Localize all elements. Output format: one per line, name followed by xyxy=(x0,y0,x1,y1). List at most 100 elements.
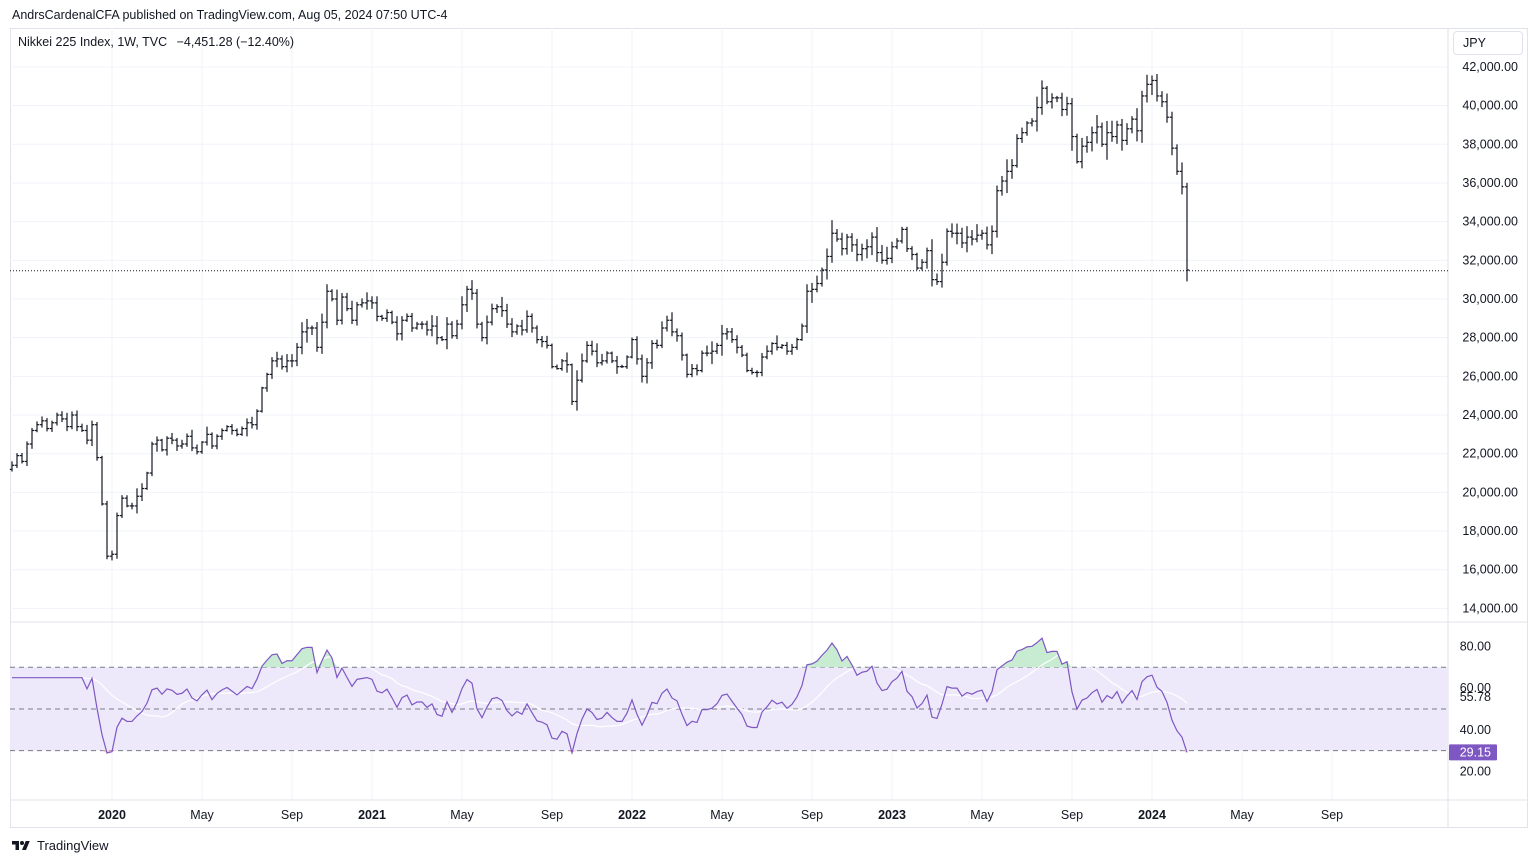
ohlc-bar xyxy=(674,328,680,342)
price-tick-label: 42,000.00 xyxy=(1462,60,1518,74)
ohlc-bar xyxy=(834,229,840,242)
ohlc-bar xyxy=(814,275,820,293)
ohlc-bar xyxy=(79,423,85,432)
ohlc-bar xyxy=(59,411,65,423)
ohlc-bar xyxy=(219,428,225,440)
chart-frame xyxy=(10,28,1528,828)
ohlc-bar xyxy=(1069,98,1075,151)
ohlc-bar xyxy=(89,420,95,447)
ohlc-bar xyxy=(114,512,120,559)
rsi-overbought-fill xyxy=(1052,651,1057,668)
ohlc-bar xyxy=(1154,73,1160,102)
ohlc-bar xyxy=(929,239,935,287)
ohlc-bar xyxy=(1169,111,1175,156)
ohlc-bar xyxy=(954,223,960,245)
tradingview-brand[interactable]: TradingView xyxy=(10,838,109,853)
ohlc-bar xyxy=(969,229,975,246)
ohlc-bar xyxy=(1014,134,1020,168)
ohlc-bar xyxy=(1024,121,1030,136)
price-tick-label: 22,000.00 xyxy=(1462,447,1518,461)
ohlc-bar xyxy=(504,303,510,329)
price-tick-label: 28,000.00 xyxy=(1462,331,1518,345)
ohlc-bar xyxy=(234,428,240,437)
ohlc-bar xyxy=(624,355,630,369)
ohlc-bar xyxy=(984,226,990,250)
time-tick-label: May xyxy=(710,808,734,822)
ohlc-bar xyxy=(699,350,705,373)
ohlc-bar xyxy=(1054,95,1060,103)
ohlc-bar xyxy=(564,352,570,373)
ohlc-bar xyxy=(734,335,740,354)
rsi-band-layer xyxy=(10,666,1448,752)
ohlc-bar xyxy=(654,339,660,349)
rsi-overbought-fill xyxy=(287,660,292,668)
rsi-overbought-fill xyxy=(812,661,817,668)
ohlc-bar xyxy=(949,223,955,238)
tradingview-logo-icon xyxy=(12,840,30,850)
ohlc-bar xyxy=(1059,92,1065,117)
ohlc-bar xyxy=(209,432,215,449)
ohlc-bar xyxy=(384,309,390,322)
ohlc-bar xyxy=(1159,91,1165,108)
time-tick-label: Sep xyxy=(1061,808,1083,822)
ohlc-bar xyxy=(474,288,480,329)
ohlc-bar xyxy=(389,310,395,325)
currency-button[interactable]: JPY xyxy=(1453,31,1523,55)
ohlc-bar xyxy=(144,471,150,490)
rsi-overbought-fill xyxy=(1022,646,1027,668)
ohlc-bar xyxy=(419,321,425,330)
ohlc-bar xyxy=(1124,123,1130,145)
ohlc-bar xyxy=(749,367,755,375)
rsi-overbought-fill xyxy=(1017,649,1022,668)
ohlc-bar xyxy=(129,502,135,510)
ohlc-bar xyxy=(349,300,355,325)
rsi-oversold-fill xyxy=(102,750,107,754)
ohlc-bar xyxy=(1174,144,1180,175)
rsi-value-badge xyxy=(1449,744,1497,761)
ohlc-bar xyxy=(574,370,580,411)
ohlc-bar xyxy=(1084,136,1090,153)
ohlc-bar xyxy=(819,267,825,287)
ohlc-bar xyxy=(619,364,625,368)
rsi-tick-label: 20.00 xyxy=(1460,764,1491,778)
symbol-name[interactable]: Nikkei 225 Index, 1W, TVC xyxy=(18,35,168,49)
ohlc-bar xyxy=(1134,108,1140,142)
symbol-header[interactable]: Nikkei 225 Index, 1W, TVC −4,451.28 (−12… xyxy=(18,35,300,49)
ohlc-bar xyxy=(579,353,585,383)
time-tick-label: May xyxy=(450,808,474,822)
ohlc-bar xyxy=(859,243,865,261)
ohlc-bar xyxy=(134,488,140,514)
ohlc-bar xyxy=(899,226,905,244)
ohlc-bar xyxy=(424,320,430,336)
ohlc-bar xyxy=(1004,159,1010,194)
ohlc-bar xyxy=(559,359,565,371)
ohlc-bar xyxy=(149,441,155,477)
ohlc-bar xyxy=(229,424,235,435)
rsi-overbought-fill xyxy=(802,664,807,668)
ohlc-bar xyxy=(494,304,500,313)
ohlc-bar xyxy=(634,336,640,365)
ohlc-bar xyxy=(919,259,925,271)
ohlc-bar xyxy=(339,293,345,325)
ohlc-bar xyxy=(284,354,290,373)
ohlc-bar xyxy=(499,296,505,317)
ohlc-bar xyxy=(884,246,890,265)
rsi-overbought-fill xyxy=(257,666,262,668)
ohlc-bar xyxy=(264,372,270,392)
ohlc-bar xyxy=(854,238,860,262)
ohlc-bar xyxy=(174,437,180,451)
ohlc-bar xyxy=(659,321,665,349)
ohlc-bar xyxy=(959,227,965,249)
ohlc-bar xyxy=(39,416,45,428)
ohlc-bar xyxy=(64,412,70,432)
ohlc-bar xyxy=(359,298,365,308)
ohlc-bar xyxy=(569,363,575,406)
ohlc-bar xyxy=(1144,74,1150,103)
rsi-overbought-fill xyxy=(1027,646,1032,668)
publish-info: AndrsCardenalCFA published on TradingVie… xyxy=(12,8,448,22)
ohlc-bar xyxy=(614,355,620,374)
ohlc-bar xyxy=(289,354,295,368)
rsi-overbought-fill xyxy=(1062,661,1067,668)
ohlc-bar xyxy=(839,232,845,256)
